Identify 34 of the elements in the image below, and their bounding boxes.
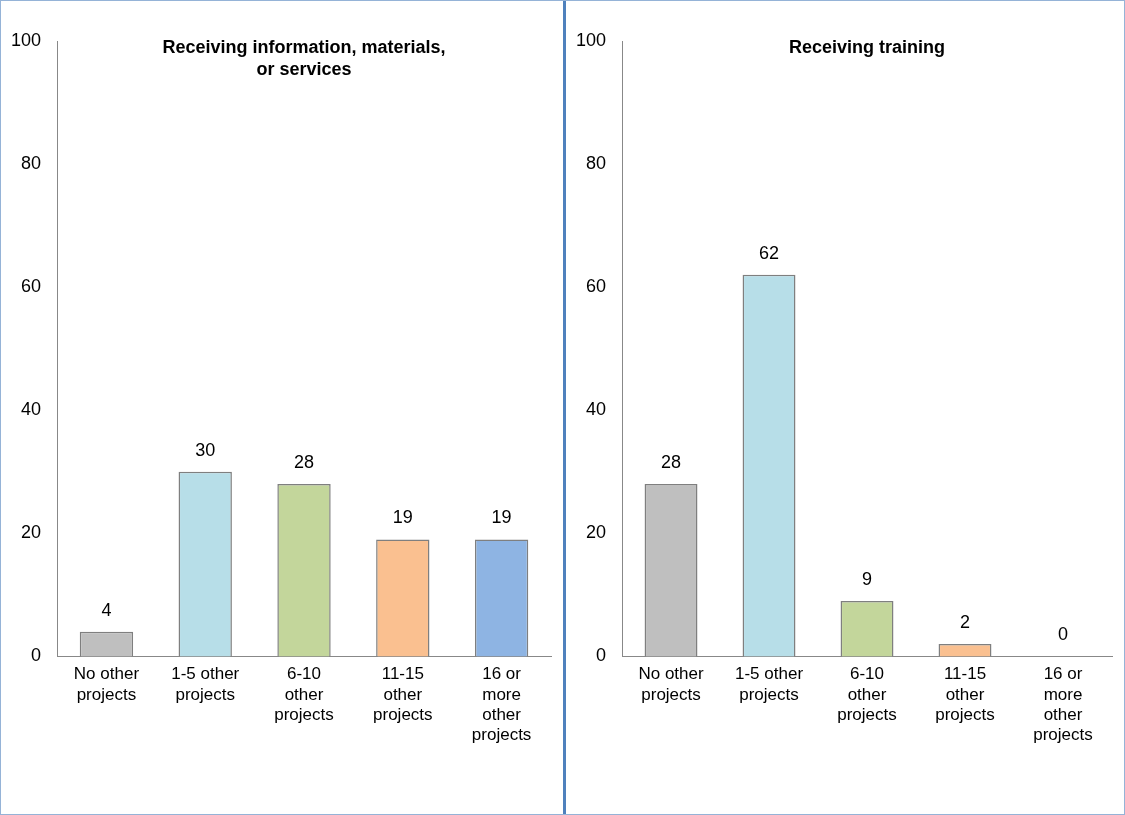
y-tick-label: 40 (586, 399, 607, 420)
x-tick-label: 6-10 other projects (837, 664, 897, 725)
y-tick-label: 100 (575, 29, 607, 50)
data-label: 2 (960, 612, 971, 633)
data-label: 19 (392, 507, 413, 528)
y-tick-label: 20 (21, 522, 42, 543)
x-tick-label: No other projects (638, 664, 704, 704)
x-tick-label: 11-15 other projects (935, 664, 995, 725)
y-tick-label: 60 (21, 276, 42, 297)
x-tick-label: 11-15 other projects (373, 664, 433, 725)
data-label: 0 (1058, 624, 1069, 645)
y-tick-label: 80 (586, 153, 607, 174)
x-tick-label: 16 or more other projects (471, 664, 532, 745)
y-tick-label: 0 (31, 645, 42, 666)
y-tick-label: 40 (21, 399, 42, 420)
y-tick-label: 100 (10, 29, 42, 50)
data-label: 28 (661, 452, 682, 473)
chart-title: Receiving information, materials, or services (162, 36, 446, 79)
x-tick-label: 6-10 other projects (274, 664, 334, 725)
data-label: 19 (491, 507, 512, 528)
data-label: 30 (195, 439, 216, 460)
y-tick-label: 0 (596, 645, 607, 666)
data-label: 9 (862, 568, 873, 589)
data-label: 4 (101, 599, 112, 620)
y-tick-label: 80 (21, 153, 42, 174)
x-tick-label: 1-5 other projects (171, 664, 240, 704)
data-label: 28 (294, 452, 315, 473)
x-tick-label: 16 or more other projects (1033, 664, 1093, 745)
x-tick-label: No other projects (73, 664, 140, 704)
y-tick-label: 20 (586, 522, 607, 543)
data-label: 62 (759, 242, 780, 263)
chart-title: Receiving training (788, 36, 946, 57)
x-tick-label: 1-5 other projects (735, 664, 804, 704)
y-tick-label: 60 (586, 276, 607, 297)
